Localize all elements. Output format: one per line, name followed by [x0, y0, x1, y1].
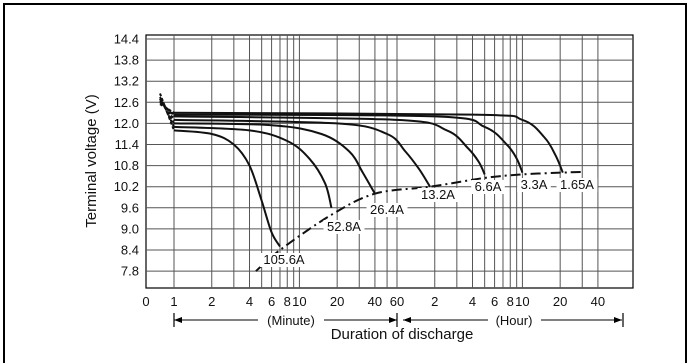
cutoff-voltage-line	[255, 170, 583, 272]
x-tick-label-minute: 40	[368, 294, 382, 309]
y-tick-label: 9.6	[121, 200, 139, 215]
x-tick-label-hour: 40	[591, 294, 605, 309]
x-tick-label-minute: 4	[246, 294, 253, 309]
series-initial-6.6A	[159, 99, 175, 118]
minute-unit-label: (Minute)	[267, 313, 315, 328]
x-tick-label-minute: 20	[330, 294, 344, 309]
y-tick-label: 14.4	[114, 32, 139, 47]
y-tick-label: 8.4	[121, 243, 139, 258]
y-tick-label: 13.8	[114, 53, 139, 68]
x-tick-label-hour: 2	[431, 294, 438, 309]
x-tick-label-hour: 20	[553, 294, 567, 309]
series-initial-1.65A	[159, 103, 175, 114]
plot-area	[145, 34, 634, 289]
series-label-3.3A: 3.3A	[521, 177, 548, 192]
chart-frame	[3, 3, 687, 363]
y-tick-label: 13.2	[114, 74, 139, 89]
y-tick-label: 12.0	[114, 116, 139, 131]
x-tick-label-minute: 6	[268, 294, 275, 309]
y-tick-label: 10.2	[114, 179, 139, 194]
series-label-13.2A: 13.2A	[421, 187, 455, 202]
x-tick-label-minute: 60	[390, 294, 404, 309]
y-tick-label: 11.4	[115, 137, 139, 152]
series-label-1.65A: 1.65A	[560, 177, 594, 192]
hour-unit-label: (Hour)	[496, 313, 533, 328]
series-line-105.6A	[173, 129, 281, 248]
x-tick-label-minute: 0	[142, 294, 149, 309]
series-label-bg	[323, 220, 365, 234]
discharge-chart: 14.4 13.8 13.2 12.6 12.0 11.4 10.8 10.2 9.6 9.0 8.…	[83, 32, 634, 343]
series-label-105.6A: 105.6A	[263, 252, 305, 267]
x-axis-title: Duration of discharge	[331, 326, 474, 343]
series-line-6.6A	[173, 115, 486, 175]
series-label-bg	[259, 253, 309, 267]
x-tick-label-hour: 4	[469, 294, 476, 309]
x-tick-label-minute: 1	[170, 294, 177, 309]
series-lines	[159, 93, 583, 272]
series-line-13.2A	[173, 118, 431, 188]
y-axis-title: Terminal voltage (V)	[83, 94, 100, 227]
series-line-26.4A	[173, 122, 376, 195]
series-label-6.6A: 6.6A	[475, 179, 502, 194]
series-label-bg	[366, 203, 408, 217]
y-tick-label: 7.8	[121, 264, 139, 279]
y-tick-label: 10.8	[114, 158, 139, 173]
series-label-bg	[471, 180, 505, 194]
x-tick-label-minute: 2	[208, 294, 215, 309]
series-initial-105.6A	[159, 93, 175, 131]
x-tick-label-hour: 10	[515, 294, 529, 309]
series-label-bg	[417, 188, 459, 202]
y-tick-labels: 14.4 13.8 13.2 12.6 12.0 11.4 10.8 10.2 9.6 9.0 8.…	[114, 32, 139, 279]
y-tick-label: 9.0	[121, 221, 139, 236]
series-labels: 105.6A 52.8A 26.4A 13.2A 6.6A 3.3A 1.65A	[259, 177, 598, 267]
x-tick-label-hour: 6	[491, 294, 498, 309]
series-label-bg	[517, 178, 551, 192]
series-label-52.8A: 52.8A	[327, 219, 361, 234]
minute-range-indicator: (Minute)	[173, 313, 397, 328]
x-tick-label-hour: 8	[507, 294, 514, 309]
x-tick-label-minute: 10	[292, 294, 306, 309]
series-line-52.8A	[173, 125, 333, 209]
x-tick-label-minute: 8	[284, 294, 291, 309]
series-line-1.65A	[173, 111, 564, 173]
series-label-bg	[556, 178, 598, 192]
series-label-26.4A: 26.4A	[370, 202, 404, 217]
series-initial-3.3A	[159, 101, 175, 116]
hour-range-indicator: (Hour)	[396, 313, 624, 328]
x-tick-labels: 0 1 2 4 6 8 10 20 40 60 2 4 6 8 10 20 40	[142, 294, 605, 309]
y-tick-label: 12.6	[114, 95, 139, 110]
series-line-3.3A	[173, 113, 524, 173]
